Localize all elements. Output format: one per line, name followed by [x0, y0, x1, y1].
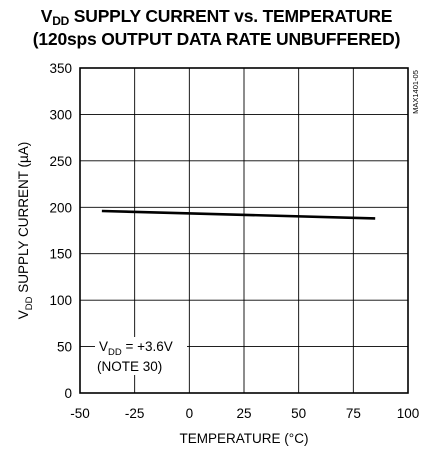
series-line — [101, 209, 376, 220]
y-tick-label: 100 — [49, 293, 72, 308]
series-layer — [101, 209, 376, 220]
x-axis-label: TEMPERATURE (°C) — [180, 431, 309, 446]
y-tick-label: 350 — [49, 61, 72, 76]
title-line-1-text: SUPPLY CURRENT vs. TEMPERATURE — [69, 6, 393, 26]
y-tick-label: 250 — [49, 154, 72, 169]
x-tick-label: 100 — [397, 406, 420, 421]
tick-labels: -50 -25 0 25 50 75 100 0 50 100 150 200 250 300 350 — [49, 61, 419, 421]
x-tick-label: -50 — [70, 406, 90, 421]
y-tick-label: 50 — [57, 340, 72, 355]
y-axis-label: VDD SUPPLY CURRENT (µA) — [16, 142, 35, 320]
title-vdd-v: V — [40, 6, 53, 26]
chart-title-line-1: VDD SUPPLY CURRENT vs. TEMPERATURE — [0, 6, 433, 28]
x-tick-label: 75 — [346, 406, 361, 421]
chart-title-line-2: (120sps OUTPUT DATA RATE UNBUFFERED) — [32, 29, 401, 49]
x-tick-label: 50 — [291, 406, 306, 421]
x-tick-label: -25 — [125, 406, 145, 421]
annotation-note-label: (NOTE 30) — [97, 359, 162, 374]
figure-code: MAX1401-05 — [411, 70, 420, 114]
y-tick-label: 300 — [49, 107, 72, 122]
annotation-background — [95, 337, 187, 375]
x-tick-label: 25 — [236, 406, 251, 421]
title-vdd-subscript: DD — [52, 14, 70, 28]
x-tick-label: 0 — [186, 406, 194, 421]
y-tick-label: 0 — [64, 386, 72, 401]
plot-frame — [79, 67, 409, 394]
annotation-vdd-label: VDD = +3.6V — [99, 339, 173, 358]
grid — [80, 68, 408, 393]
y-tick-label: 150 — [49, 247, 72, 262]
y-tick-label: 200 — [49, 200, 72, 215]
